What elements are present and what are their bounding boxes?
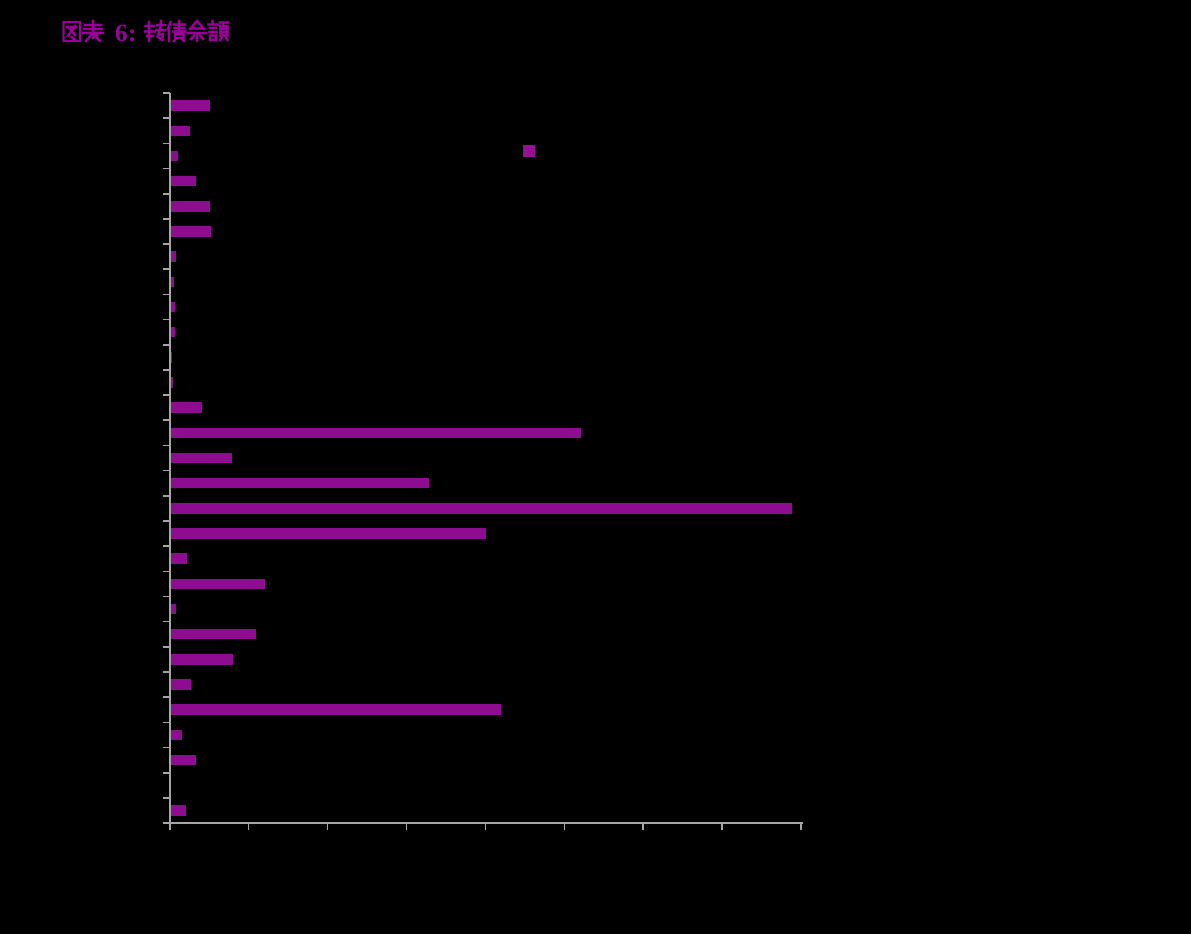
svg-text::: : (128, 20, 136, 47)
svg-text:6: 6 (115, 20, 128, 47)
